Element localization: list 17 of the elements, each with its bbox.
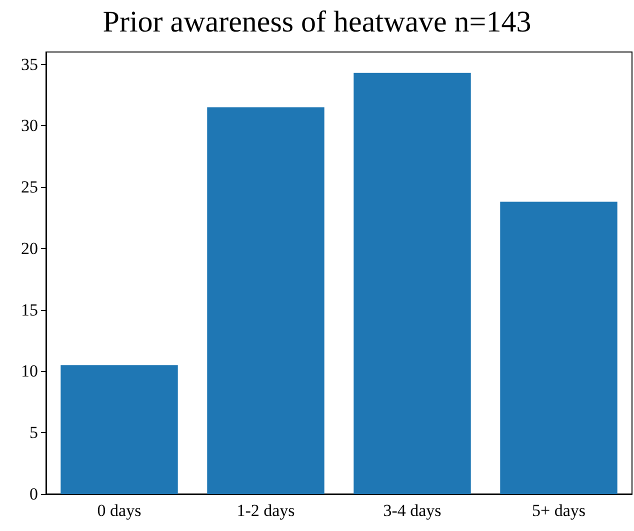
x-tick-label: 1-2 days (236, 501, 295, 520)
bar (500, 202, 618, 494)
y-tick-label: 10 (21, 362, 38, 381)
y-tick-label: 35 (21, 54, 38, 74)
y-tick-label: 20 (21, 238, 38, 258)
bar (207, 107, 324, 494)
y-tick-label: 0 (30, 484, 38, 504)
x-tick-label: 0 days (97, 501, 142, 520)
y-tick-label: 15 (21, 300, 38, 320)
x-tick-label: 3-4 days (383, 501, 442, 520)
bar (354, 72, 471, 494)
chart-title: Prior awareness of heatwave n=143 (102, 6, 532, 38)
x-tick-label: 5+ days (532, 501, 586, 520)
y-tick-label: 25 (21, 178, 38, 197)
bar (60, 365, 178, 494)
y-tick-label: 30 (21, 116, 38, 136)
y-tick-label: 5 (30, 423, 38, 442)
